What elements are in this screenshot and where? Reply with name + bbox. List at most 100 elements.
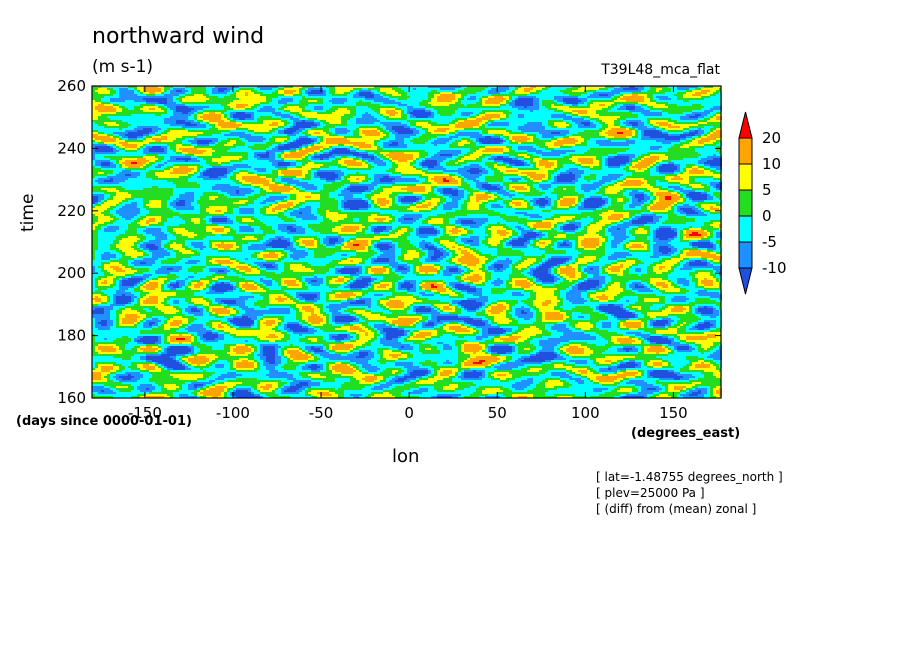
field-cell: [206, 118, 209, 120]
field-cell: [260, 98, 263, 100]
field-cell: [629, 108, 632, 110]
field-cell: [197, 116, 200, 118]
field-cell: [434, 94, 437, 96]
field-cell: [245, 98, 248, 100]
field-cell: [338, 96, 341, 98]
field-cell: [164, 114, 167, 116]
field-cell: [236, 146, 239, 148]
field-cell: [257, 142, 260, 144]
field-cell: [218, 138, 221, 140]
field-cell: [338, 138, 341, 140]
field-cell: [473, 112, 476, 114]
field-cell: [695, 140, 698, 142]
field-cell: [377, 96, 380, 98]
field-cell: [605, 90, 608, 92]
field-cell: [344, 126, 347, 128]
field-cell: [233, 122, 236, 124]
field-cell: [551, 96, 554, 98]
field-cell: [455, 132, 458, 134]
field-cell: [104, 104, 107, 106]
field-cell: [638, 114, 641, 116]
field-cell: [554, 94, 557, 96]
field-cell: [440, 116, 443, 118]
field-cell: [470, 102, 473, 104]
field-cell: [458, 128, 461, 130]
field-cell: [464, 132, 467, 134]
field-cell: [311, 124, 314, 126]
field-cell: [620, 106, 623, 108]
field-cell: [368, 132, 371, 134]
field-cell: [131, 132, 134, 134]
field-cell: [446, 144, 449, 146]
field-cell: [434, 88, 437, 90]
field-cell: [365, 98, 368, 100]
field-cell: [476, 142, 479, 144]
field-cell: [329, 104, 332, 106]
field-cell: [443, 136, 446, 138]
field-cell: [101, 146, 104, 148]
field-cell: [167, 98, 170, 100]
field-cell: [449, 116, 452, 118]
field-cell: [611, 116, 614, 118]
field-cell: [113, 98, 116, 100]
field-cell: [542, 92, 545, 94]
field-cell: [584, 110, 587, 112]
field-cell: [533, 90, 536, 92]
field-cell: [137, 136, 140, 138]
field-cell: [686, 92, 689, 94]
field-cell: [284, 142, 287, 144]
field-cell: [128, 134, 131, 136]
field-cell: [122, 140, 125, 142]
field-cell: [164, 104, 167, 106]
field-cell: [311, 94, 314, 96]
field-cell: [254, 100, 257, 102]
field-cell: [620, 144, 623, 146]
field-cell: [353, 96, 356, 98]
field-cell: [515, 120, 518, 122]
field-cell: [503, 106, 506, 108]
field-cell: [152, 100, 155, 102]
field-cell: [131, 122, 134, 124]
field-cell: [410, 144, 413, 146]
field-cell: [587, 112, 590, 114]
field-cell: [710, 132, 713, 134]
field-cell: [695, 124, 698, 126]
field-cell: [179, 102, 182, 104]
field-cell: [428, 130, 431, 132]
field-cell: [296, 130, 299, 132]
field-cell: [269, 120, 272, 122]
field-cell: [353, 98, 356, 100]
field-cell: [488, 126, 491, 128]
field-cell: [248, 118, 251, 120]
field-cell: [680, 90, 683, 92]
field-cell: [224, 138, 227, 140]
field-cell: [341, 148, 344, 150]
field-cell: [518, 120, 521, 122]
field-cell: [503, 144, 506, 146]
field-cell: [245, 110, 248, 112]
field-cell: [377, 144, 380, 146]
field-cell: [533, 116, 536, 118]
field-cell: [449, 134, 452, 136]
field-cell: [242, 110, 245, 112]
field-cell: [560, 140, 563, 142]
field-cell: [599, 144, 602, 146]
field-cell: [470, 108, 473, 110]
field-cell: [578, 112, 581, 114]
field-cell: [533, 118, 536, 120]
field-cell: [497, 144, 500, 146]
field-cell: [215, 94, 218, 96]
field-cell: [488, 118, 491, 120]
field-cell: [131, 142, 134, 144]
field-cell: [344, 108, 347, 110]
field-cell: [248, 138, 251, 140]
field-cell: [704, 92, 707, 94]
field-cell: [251, 124, 254, 126]
field-cell: [665, 130, 668, 132]
field-cell: [119, 130, 122, 132]
field-cell: [374, 124, 377, 126]
field-cell: [413, 92, 416, 94]
field-cell: [647, 134, 650, 136]
field-cell: [524, 114, 527, 116]
field-cell: [491, 108, 494, 110]
